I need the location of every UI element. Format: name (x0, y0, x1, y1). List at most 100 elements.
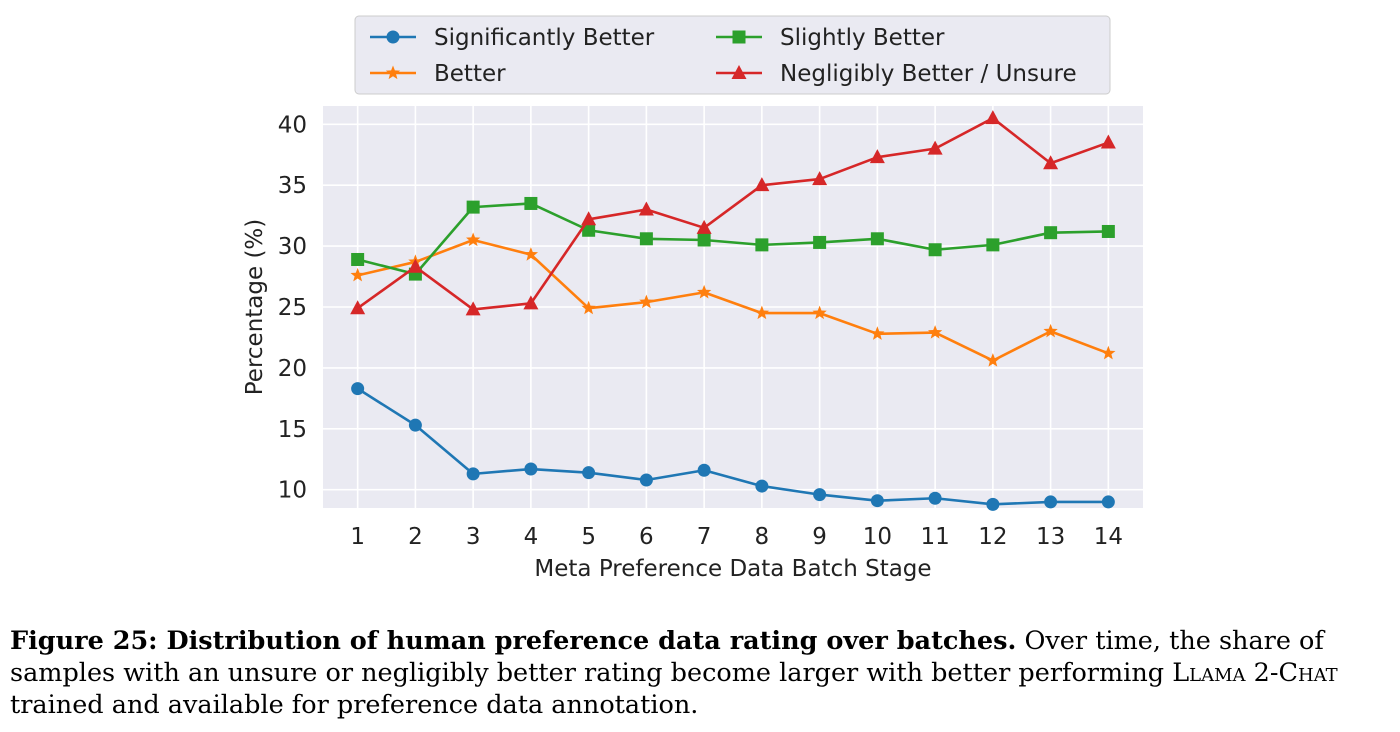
data-point (408, 418, 422, 432)
legend-marker (385, 65, 401, 80)
data-point (985, 110, 1001, 125)
x-tick-label: 2 (408, 524, 423, 550)
data-point (697, 233, 711, 247)
data-point (639, 294, 654, 309)
y-tick-label: 30 (278, 234, 307, 260)
data-point (869, 149, 885, 164)
legend-marker (386, 30, 400, 44)
legend-label: Slightly Better (780, 25, 945, 51)
data-point (351, 382, 365, 396)
y-tick-label: 15 (278, 417, 307, 443)
data-point (1101, 495, 1115, 509)
caption-figure-label: Figure 25: Distribution of human prefere… (10, 626, 1017, 656)
x-tick-label: 5 (581, 524, 596, 550)
x-tick-label: 14 (1094, 524, 1123, 550)
data-point (1044, 226, 1058, 240)
series-negligibly-better-unsure (350, 110, 1116, 316)
legend-entry: Significantly Better (370, 25, 655, 51)
x-tick-label: 1 (350, 524, 365, 550)
data-point (466, 200, 480, 214)
series-significantly-better (351, 382, 1115, 511)
data-point (986, 497, 1000, 511)
legend-entry: Slightly Better (716, 25, 945, 51)
data-point (928, 491, 942, 505)
data-point (696, 219, 712, 234)
series-line (356, 387, 1109, 506)
data-point (523, 247, 539, 261)
data-point (927, 325, 943, 339)
data-point (1101, 224, 1115, 238)
x-tick-label: 8 (755, 524, 770, 550)
data-point (1100, 134, 1116, 149)
x-tick-label: 11 (920, 524, 949, 550)
x-tick-label: 3 (466, 524, 481, 550)
data-point (1043, 323, 1058, 338)
data-point (813, 488, 827, 502)
series-layer (350, 110, 1116, 511)
legend: Significantly Better Better Slightly Bette… (354, 15, 1111, 95)
data-point (639, 473, 653, 487)
data-point (812, 171, 828, 186)
x-tick-label: 13 (1036, 524, 1065, 550)
x-tick-label: 4 (524, 524, 539, 550)
data-point (813, 235, 827, 249)
series-line (357, 238, 1109, 362)
series-better (350, 232, 1116, 367)
data-point (1101, 345, 1116, 360)
data-point (465, 301, 481, 316)
legend-entry: Better (370, 61, 506, 87)
data-point (870, 494, 884, 508)
x-tick-label: 6 (639, 524, 654, 550)
caption-text-2: trained and available for preference dat… (10, 690, 699, 720)
data-point (870, 326, 885, 340)
y-tick-label: 40 (278, 112, 307, 138)
legend-label: Significantly Better (434, 25, 655, 51)
data-point (1044, 495, 1058, 509)
data-point (754, 177, 770, 192)
data-point (350, 267, 365, 282)
caption-text-1: Over time, the share of samples with an … (10, 626, 1324, 688)
caption-model-name: Llama 2-Chat (1172, 658, 1338, 688)
data-point (582, 223, 596, 237)
data-point (696, 284, 712, 299)
data-point (581, 211, 597, 226)
data-point (870, 232, 884, 246)
data-point (582, 466, 596, 480)
data-point (466, 467, 480, 481)
y-tick-label: 20 (278, 356, 307, 382)
series-slightly-better (351, 196, 1115, 281)
legend-marker (731, 65, 747, 79)
data-point (1043, 155, 1059, 170)
data-point (755, 238, 769, 252)
data-point (351, 252, 365, 266)
data-point (754, 305, 770, 320)
data-point (812, 305, 827, 320)
y-tick-label: 25 (278, 295, 307, 321)
data-point (638, 201, 654, 216)
data-point (755, 479, 769, 493)
data-point (407, 258, 423, 273)
y-tick-labels: 10 15 20 25 30 35 40 (278, 112, 307, 503)
data-point (523, 295, 539, 310)
x-tick-label: 10 (863, 524, 892, 550)
series-line (356, 116, 1109, 311)
series-line (357, 202, 1109, 276)
data-point (581, 300, 596, 315)
x-tick-label: 9 (812, 524, 827, 550)
y-tick-label: 35 (278, 173, 307, 199)
legend-label: Negligibly Better / Unsure (780, 61, 1077, 87)
legend-label: Better (434, 61, 506, 87)
data-point (639, 232, 653, 246)
data-point (524, 462, 538, 476)
legend-entry: Negligibly Better / Unsure (716, 61, 1077, 87)
data-point (986, 238, 1000, 252)
x-axis-label: Meta Preference Data Batch Stage (534, 556, 931, 582)
legend-marker (732, 30, 746, 44)
data-point (697, 463, 711, 477)
data-point (350, 300, 366, 315)
data-point (928, 243, 942, 257)
data-point (524, 196, 538, 210)
y-axis-label: Percentage (%) (242, 219, 268, 396)
y-tick-label: 10 (278, 478, 307, 504)
